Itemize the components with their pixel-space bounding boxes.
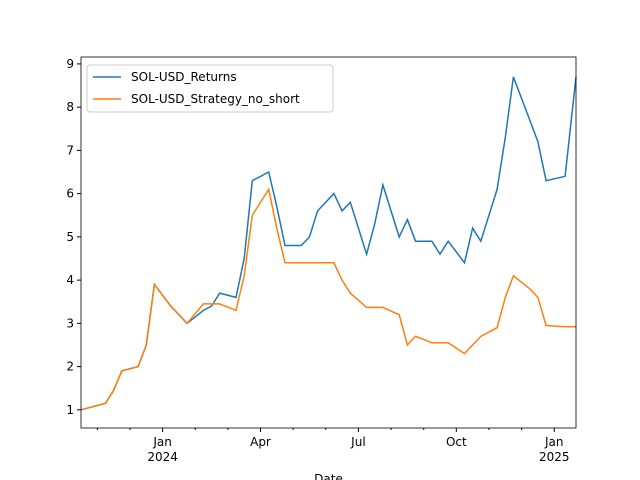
y-tick-label: 7 [66, 143, 74, 157]
y-tick-label: 2 [66, 360, 74, 374]
y-tick-label: 6 [66, 187, 74, 201]
x-axis-label: Date [314, 472, 343, 480]
y-tick-label: 5 [66, 230, 74, 244]
series-line [80, 187, 576, 411]
y-tick-label: 9 [66, 57, 74, 71]
x-tick-label: Oct [446, 435, 467, 449]
legend-label: SOL-USD_Strategy_no_short [131, 92, 300, 106]
y-tick-label: 1 [66, 403, 74, 417]
legend-label: SOL-USD_Returns [131, 70, 237, 84]
x-tick-label: Jan 2024 [147, 435, 178, 464]
y-tick-label: 8 [66, 100, 74, 114]
y-tick-label: 3 [66, 316, 74, 330]
x-tick-label: Apr [250, 435, 271, 449]
x-tick-label: Jan 2025 [539, 435, 570, 464]
legend-box [86, 64, 334, 113]
x-tick-label: Jul [350, 435, 365, 449]
plot-frame [80, 56, 577, 429]
y-tick-label: 4 [66, 273, 74, 287]
